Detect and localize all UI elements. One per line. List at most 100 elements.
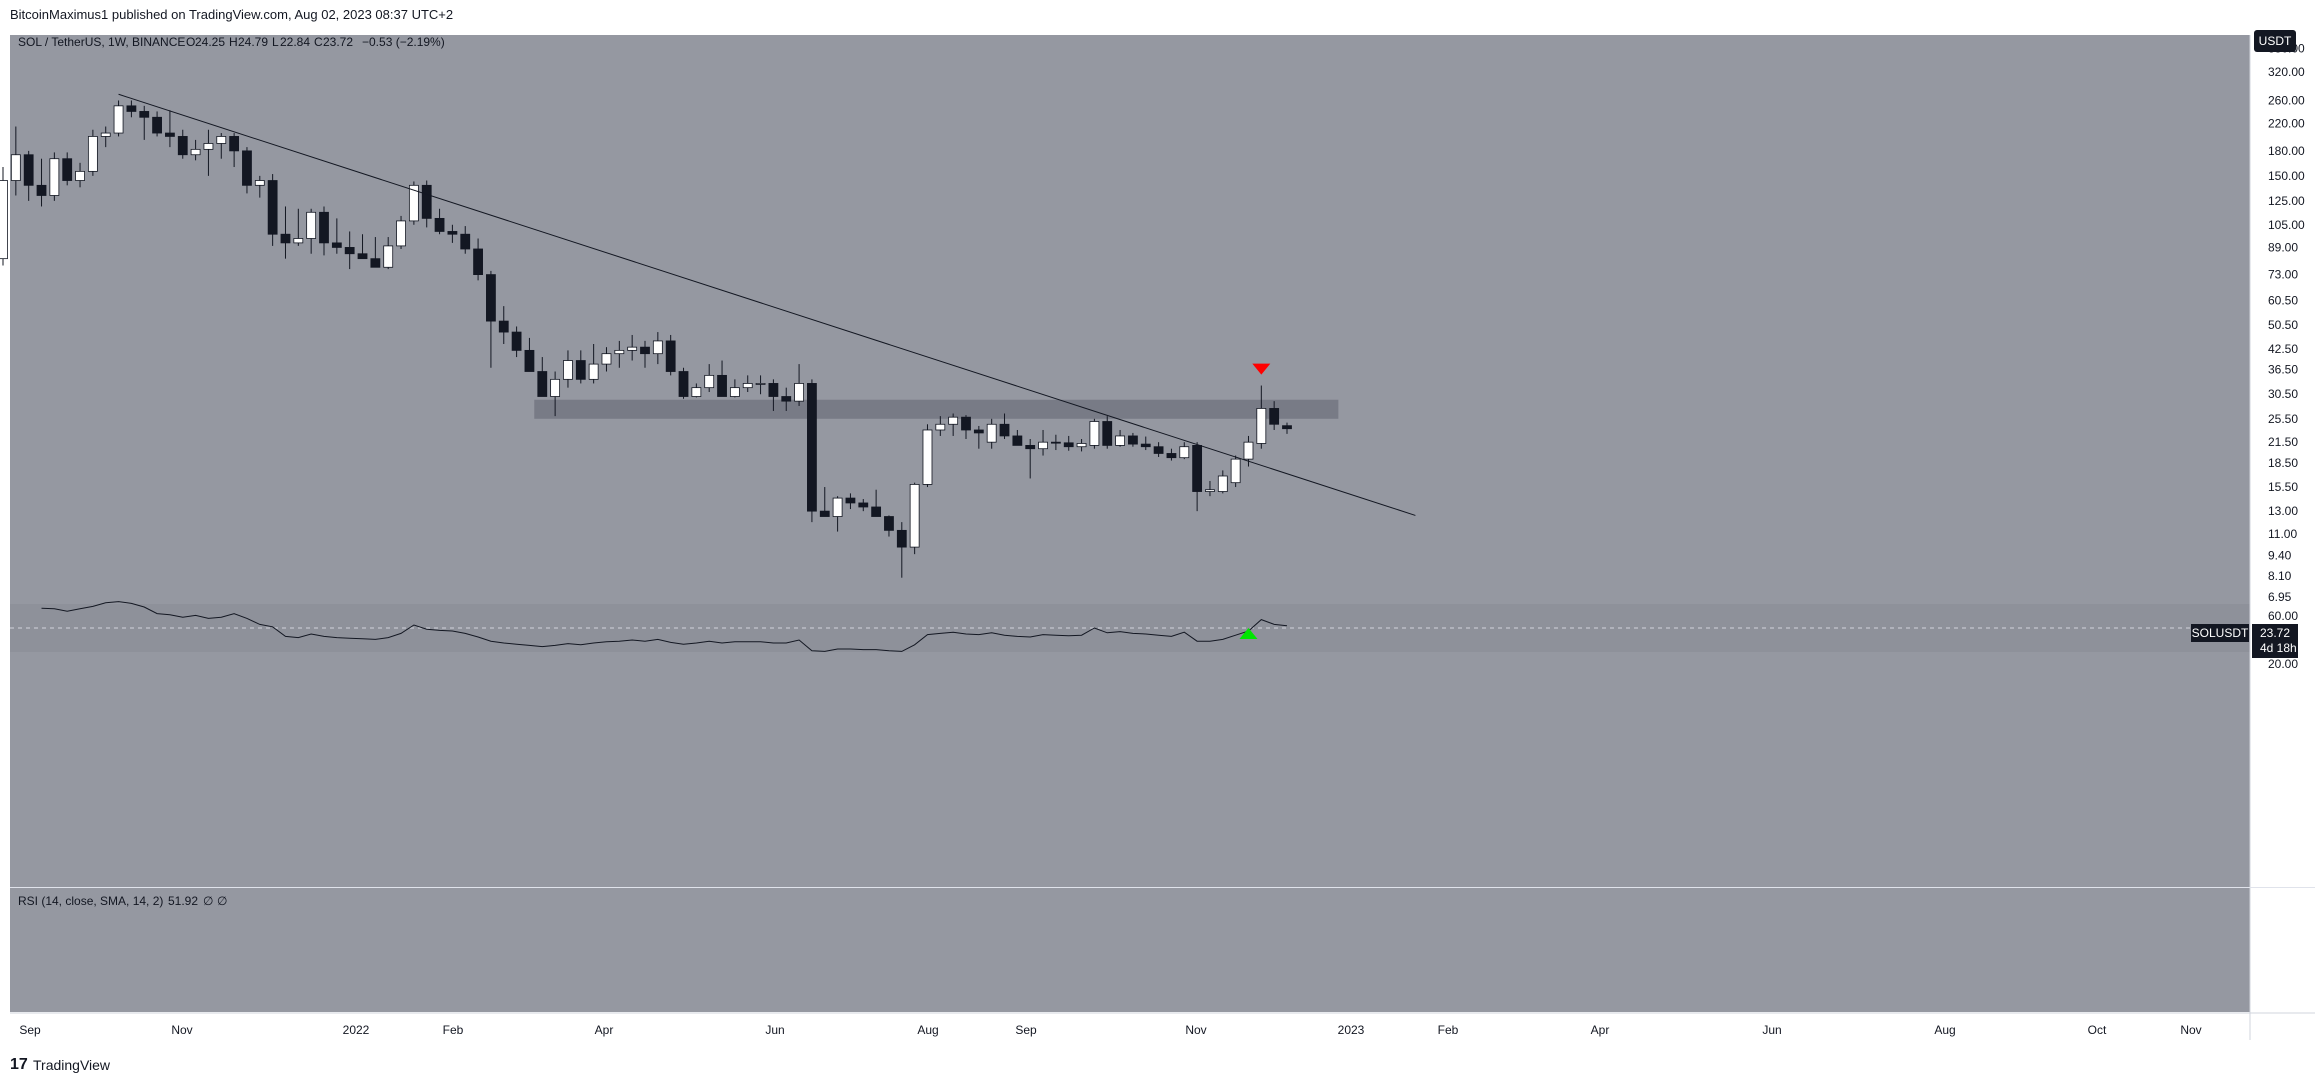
candle-body [1102, 421, 1113, 446]
bearish-candle [511, 326, 522, 358]
price-tick-label: 11.00 [2268, 527, 2297, 541]
time-tick-label: Aug [917, 1023, 938, 1037]
bearish-candle [1140, 436, 1151, 451]
candle-body [203, 143, 214, 150]
rsi-extra-1: ∅ [203, 894, 213, 908]
time-tick-label: Feb [443, 1023, 464, 1037]
candle-body [1269, 408, 1280, 425]
price-tick-label: 60.50 [2268, 293, 2298, 307]
bearish-candle [1166, 448, 1177, 461]
bearish-candle [858, 499, 869, 512]
high-label: H [229, 35, 238, 49]
bullish-candle [383, 237, 394, 270]
candle-body [229, 136, 240, 152]
candle-body [1089, 421, 1100, 446]
candle-body [460, 233, 471, 250]
candle-body [627, 346, 638, 351]
bar-countdown: 4d 18h [2260, 641, 2297, 655]
bullish-candle [49, 152, 60, 201]
bullish-candle [396, 215, 406, 249]
last-price-tag: 23.72 4d 18h [2252, 624, 2298, 658]
candle-body [794, 383, 804, 402]
candle-body [100, 132, 111, 137]
candle-body [1217, 475, 1228, 492]
candle-body [10, 154, 21, 181]
bearish-candle [1128, 432, 1138, 447]
bullish-candle [306, 208, 317, 254]
bearish-candle [1063, 435, 1074, 451]
candle-body [280, 233, 291, 244]
candle-body [1256, 408, 1267, 444]
time-tick-label: Sep [1015, 1023, 1037, 1037]
tradingview-logo-icon: 17 [10, 1056, 28, 1073]
price-tick-label: 18.50 [2268, 456, 2298, 470]
candle-body [871, 506, 882, 517]
candle-body [126, 105, 137, 112]
bearish-candle [357, 234, 368, 260]
rsi-tick-label: 20.00 [2268, 657, 2298, 671]
price-tick-label: 125.00 [2268, 194, 2305, 208]
bullish-candle [563, 350, 573, 388]
candle-body [75, 170, 85, 181]
bearish-candle [524, 337, 535, 372]
price-tick-label: 6.95 [2268, 590, 2292, 604]
bearish-candle [267, 174, 278, 246]
candle-body [498, 320, 509, 333]
low-label: L [272, 35, 279, 49]
resistance-zone [534, 399, 1339, 419]
candle-body [845, 497, 856, 504]
candle-body [113, 105, 124, 134]
time-tick-label: Nov [171, 1023, 192, 1037]
bullish-candle [948, 413, 959, 436]
bearish-candle [768, 379, 779, 411]
bearish-signal-icon [1252, 363, 1271, 375]
close-label: C [314, 35, 323, 49]
candle-body [319, 211, 329, 244]
time-tick-label: Aug [1934, 1023, 1955, 1037]
bullish-candle [935, 416, 946, 436]
candle-body [370, 258, 381, 268]
symbol-price-tag: SOLUSDT [2191, 624, 2249, 642]
bullish-candle [1205, 480, 1215, 497]
candle-body [267, 180, 278, 235]
candle-body [717, 374, 727, 397]
rsi-line [41, 601, 1288, 652]
candle-body [961, 416, 971, 431]
high-value: 24.79 [238, 35, 268, 49]
candle-body [807, 383, 817, 512]
bearish-candle [884, 515, 894, 537]
candle-body [383, 245, 394, 268]
candle-body [1076, 443, 1087, 448]
candle-body [909, 484, 920, 548]
bearish-candle [665, 334, 676, 376]
close-value: 23.72 [323, 35, 353, 49]
bullish-candle [1256, 385, 1267, 449]
bullish-candle [216, 133, 227, 159]
price-tick-label: 36.50 [2268, 363, 2298, 377]
price-tick-label: 15.50 [2268, 480, 2298, 494]
price-chart[interactable]: 380.00320.00260.00220.00180.00150.00125.… [0, 28, 2315, 1050]
bearish-candle [845, 493, 856, 510]
candle-body [1038, 441, 1048, 450]
bearish-candle [473, 238, 483, 281]
bearish-candle [1269, 401, 1280, 430]
currency-badge[interactable]: USDT [2254, 30, 2296, 52]
candle-body [588, 363, 599, 380]
price-tick-label: 30.50 [2268, 387, 2298, 401]
candle-body [1192, 445, 1203, 492]
candle-body [986, 423, 997, 443]
bullish-candle [1076, 439, 1087, 452]
descending-trendline[interactable] [118, 93, 1416, 516]
bearish-candle [344, 231, 355, 270]
candle-body [1115, 435, 1125, 446]
candle-body [729, 387, 740, 397]
candle-body [1063, 442, 1074, 448]
bullish-candle [794, 364, 804, 406]
bullish-candle [408, 181, 419, 225]
bullish-candle [0, 167, 8, 266]
candle-body [999, 423, 1010, 437]
candle-body [575, 360, 586, 380]
candle-body [973, 429, 984, 434]
publish-header: BitcoinMaximus1 published on TradingView… [0, 0, 2315, 28]
bullish-candle [1230, 455, 1241, 488]
